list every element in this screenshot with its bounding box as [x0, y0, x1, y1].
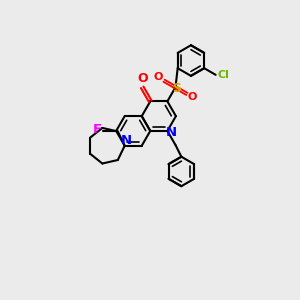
Text: Cl: Cl — [218, 70, 230, 80]
Text: O: O — [137, 72, 148, 85]
Text: N: N — [121, 134, 132, 147]
Text: O: O — [154, 73, 163, 82]
Text: F: F — [92, 123, 101, 136]
Text: O: O — [188, 92, 197, 102]
Text: S: S — [172, 82, 182, 95]
Text: N: N — [165, 126, 176, 139]
